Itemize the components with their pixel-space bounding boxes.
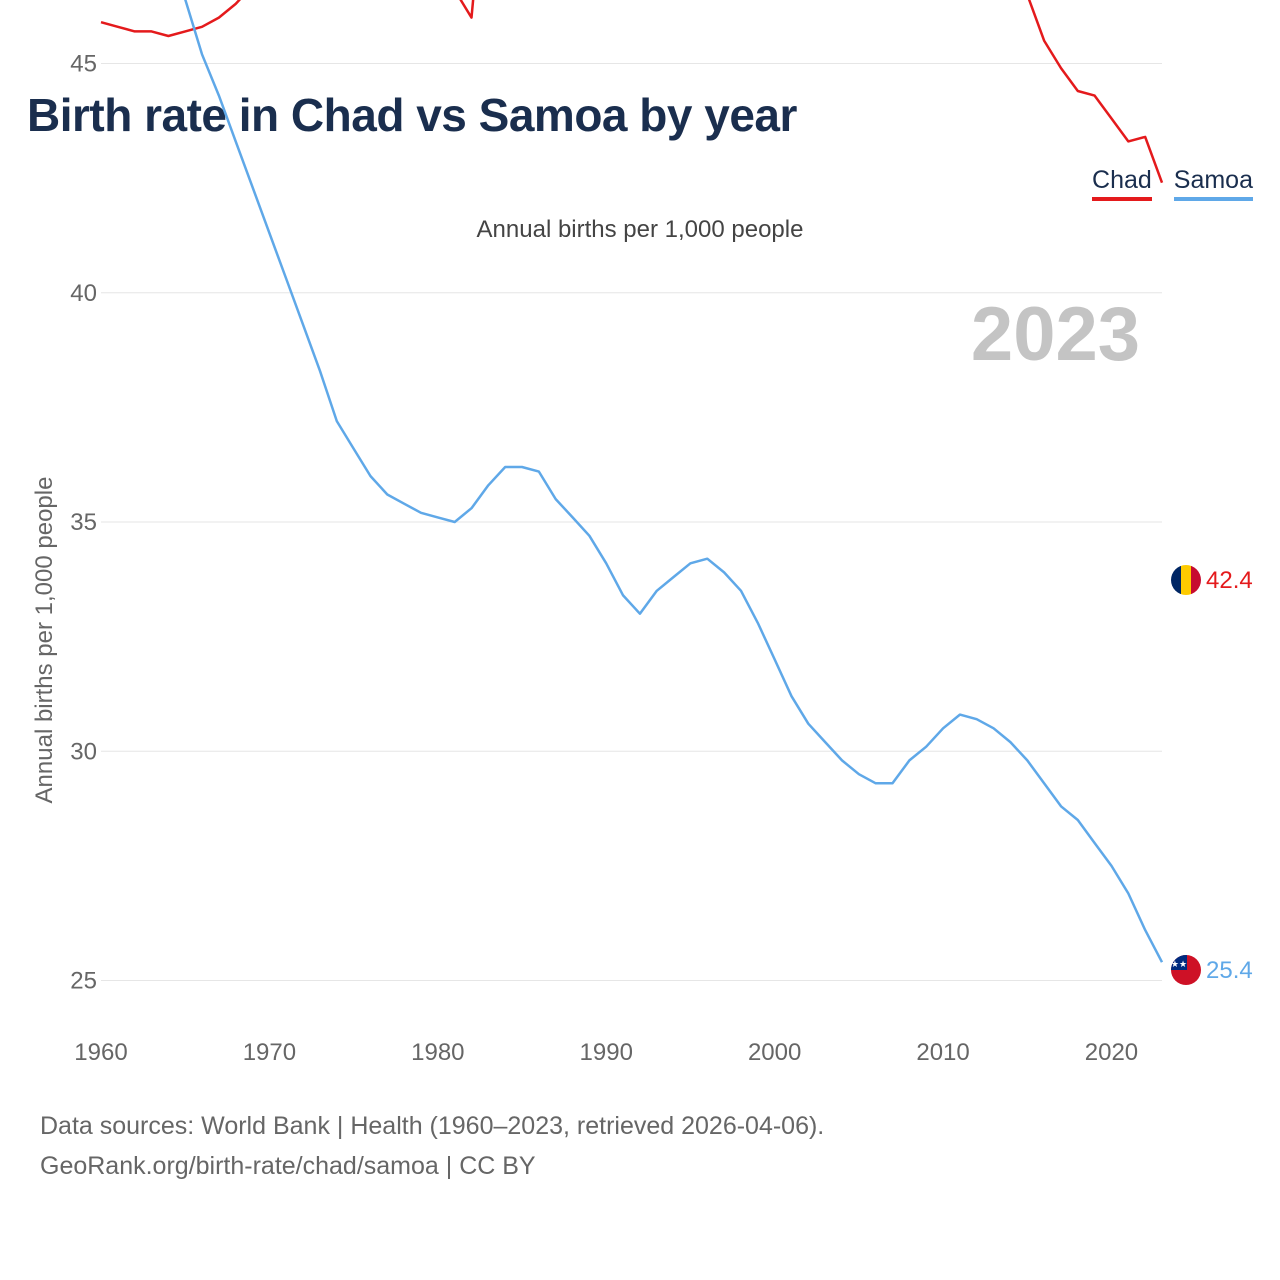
y-tick-label: 25 (70, 968, 97, 995)
x-tick-label: 1960 (74, 1039, 127, 1066)
series-line-chad[interactable] (100, 0, 1164, 184)
x-tick-label: 2010 (916, 1039, 969, 1066)
end-value-chad: 42.4 (1206, 567, 1253, 594)
series-line-samoa[interactable] (101, 0, 1164, 963)
footer: Data sources: World Bank | Health (1960–… (40, 1106, 824, 1186)
year-watermark: 2023 (971, 292, 1140, 377)
end-value-samoa: 25.4 (1206, 957, 1253, 984)
legend-item-chad[interactable]: Chad (1092, 166, 1152, 201)
svg-text:★★: ★★ (1171, 959, 1187, 969)
chart-title: Birth rate in Chad vs Samoa by year (27, 89, 797, 141)
x-tick-label: 2000 (748, 1039, 801, 1066)
x-tick-label: 1970 (243, 1039, 296, 1066)
footer-sources: Data sources: World Bank | Health (1960–… (40, 1112, 825, 1140)
y-tick-label: 35 (70, 509, 97, 536)
series-lines (100, 0, 1164, 963)
footer-link[interactable]: GeoRank.org/birth-rate/chad/samoa | CC B… (40, 1152, 536, 1180)
x-axis: 1960 1970 1980 1990 2000 2010 2020 (74, 1039, 1138, 1066)
y-tick-label: 40 (70, 280, 97, 307)
x-tick-label: 2020 (1085, 1039, 1138, 1066)
line-chart: 25303540455055 1960197019801990200020102… (31, 0, 1253, 1066)
y-axis-label: Annual births per 1,000 people (31, 477, 58, 804)
legend: Chad Samoa (1092, 166, 1253, 201)
x-tick-label: 1980 (411, 1039, 464, 1066)
chart-subtitle: Annual births per 1,000 people (476, 216, 804, 243)
y-axis: 25303540455055 (70, 51, 97, 995)
y-tick-label: 45 (70, 51, 97, 78)
legend-item-samoa[interactable]: Samoa (1173, 166, 1253, 201)
grid (101, 63, 1162, 981)
x-tick-label: 1990 (580, 1039, 633, 1066)
flag-samoa-icon: ★★ (1171, 955, 1201, 985)
flag-chad-icon (1171, 565, 1201, 595)
y-tick-label: 30 (70, 738, 97, 765)
